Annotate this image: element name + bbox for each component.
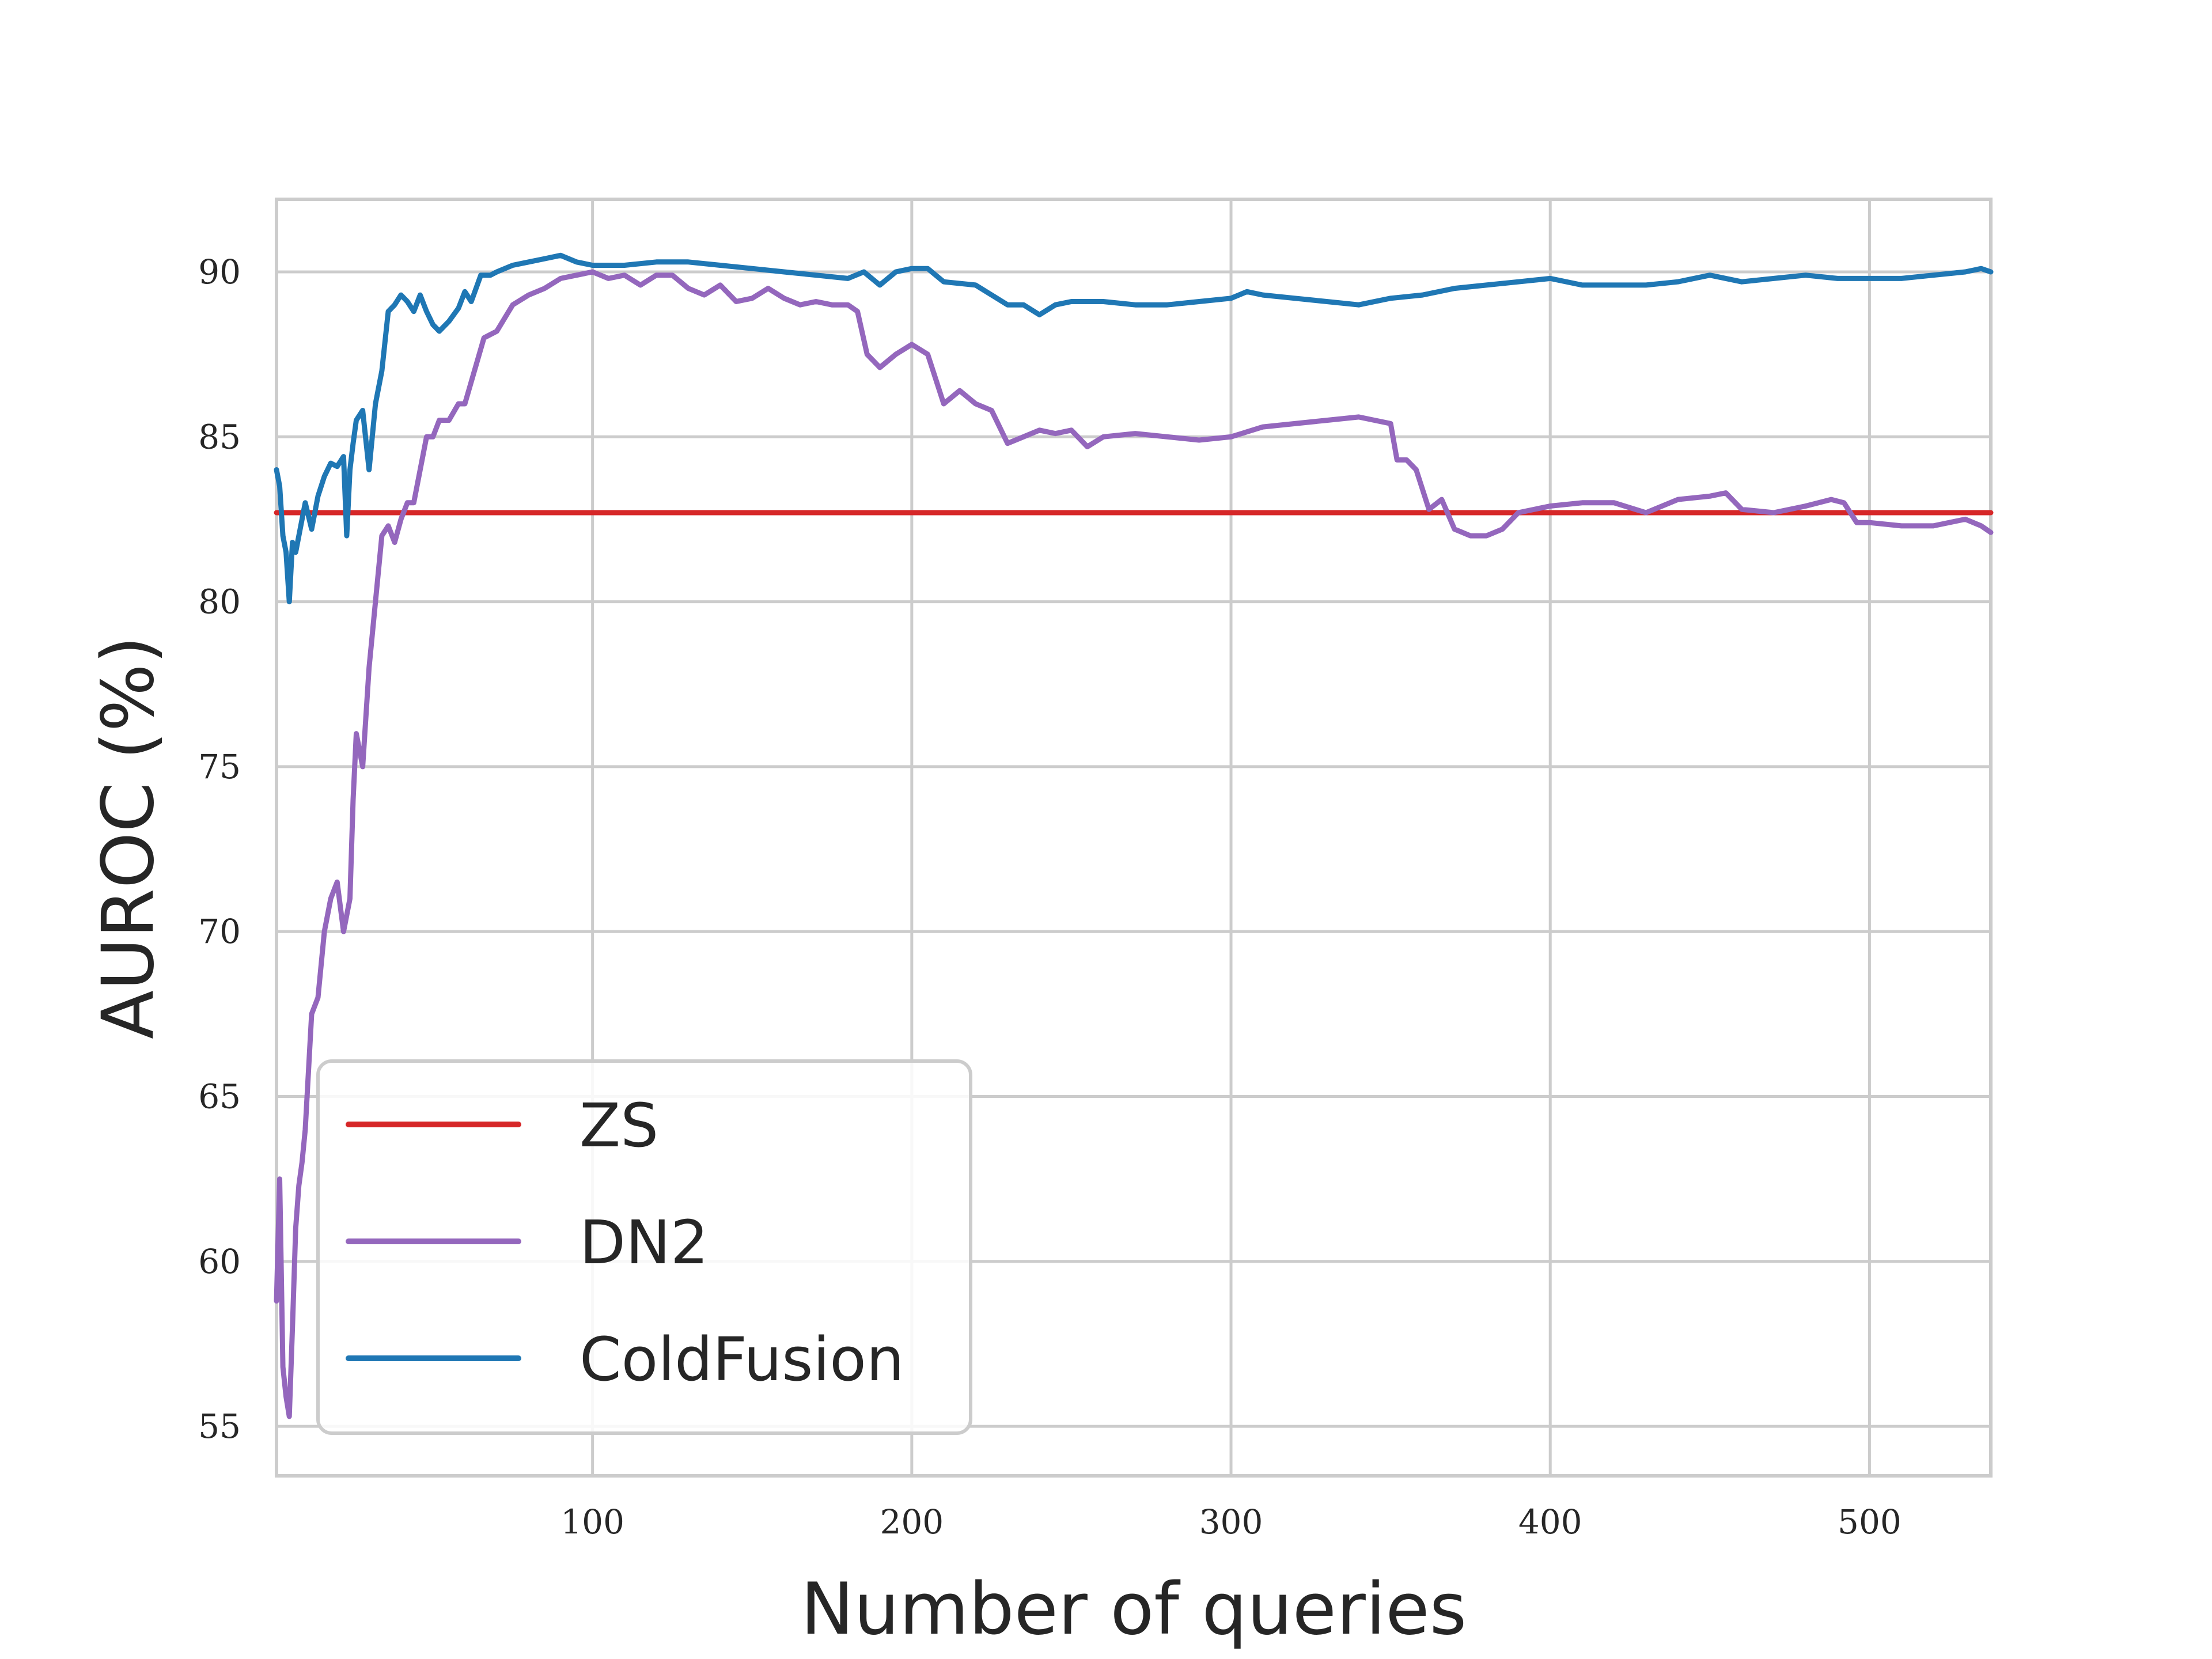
plot-frame — [275, 198, 1993, 1478]
x-tick-label: 200 — [880, 1502, 944, 1541]
x-axis-label: Number of queries — [801, 1568, 1467, 1651]
y-tick-label: 65 — [198, 1077, 241, 1116]
legend-label-dn2: DN2 — [579, 1207, 709, 1278]
series-line-dn2 — [274, 269, 1994, 1419]
y-tick-label: 85 — [198, 417, 241, 456]
tick-labels: 100 200 300 400 500 55 60 65 70 75 80 85 90 — [198, 252, 1902, 1541]
y-tick-label: 55 — [198, 1407, 241, 1446]
x-tick-label: 500 — [1838, 1502, 1902, 1541]
series-line-coldfusion — [274, 252, 1994, 605]
x-tick-label: 100 — [560, 1502, 624, 1541]
legend-box — [316, 1059, 972, 1435]
x-tick-label: 400 — [1518, 1502, 1582, 1541]
y-tick-label: 80 — [198, 582, 241, 622]
y-axis-label: AUROC (%) — [87, 636, 170, 1039]
x-tick-label: 300 — [1199, 1502, 1263, 1541]
y-tick-label: 90 — [198, 252, 241, 291]
legend-label-coldfusion: ColdFusion — [579, 1324, 904, 1395]
y-tick-label: 60 — [198, 1242, 241, 1281]
legend-label-zs: ZS — [579, 1090, 658, 1161]
y-tick-label: 70 — [198, 912, 241, 951]
series-layer — [274, 252, 1994, 1419]
y-tick-label: 75 — [198, 747, 241, 786]
legend: ZS DN2 ColdFusion — [316, 1059, 972, 1435]
